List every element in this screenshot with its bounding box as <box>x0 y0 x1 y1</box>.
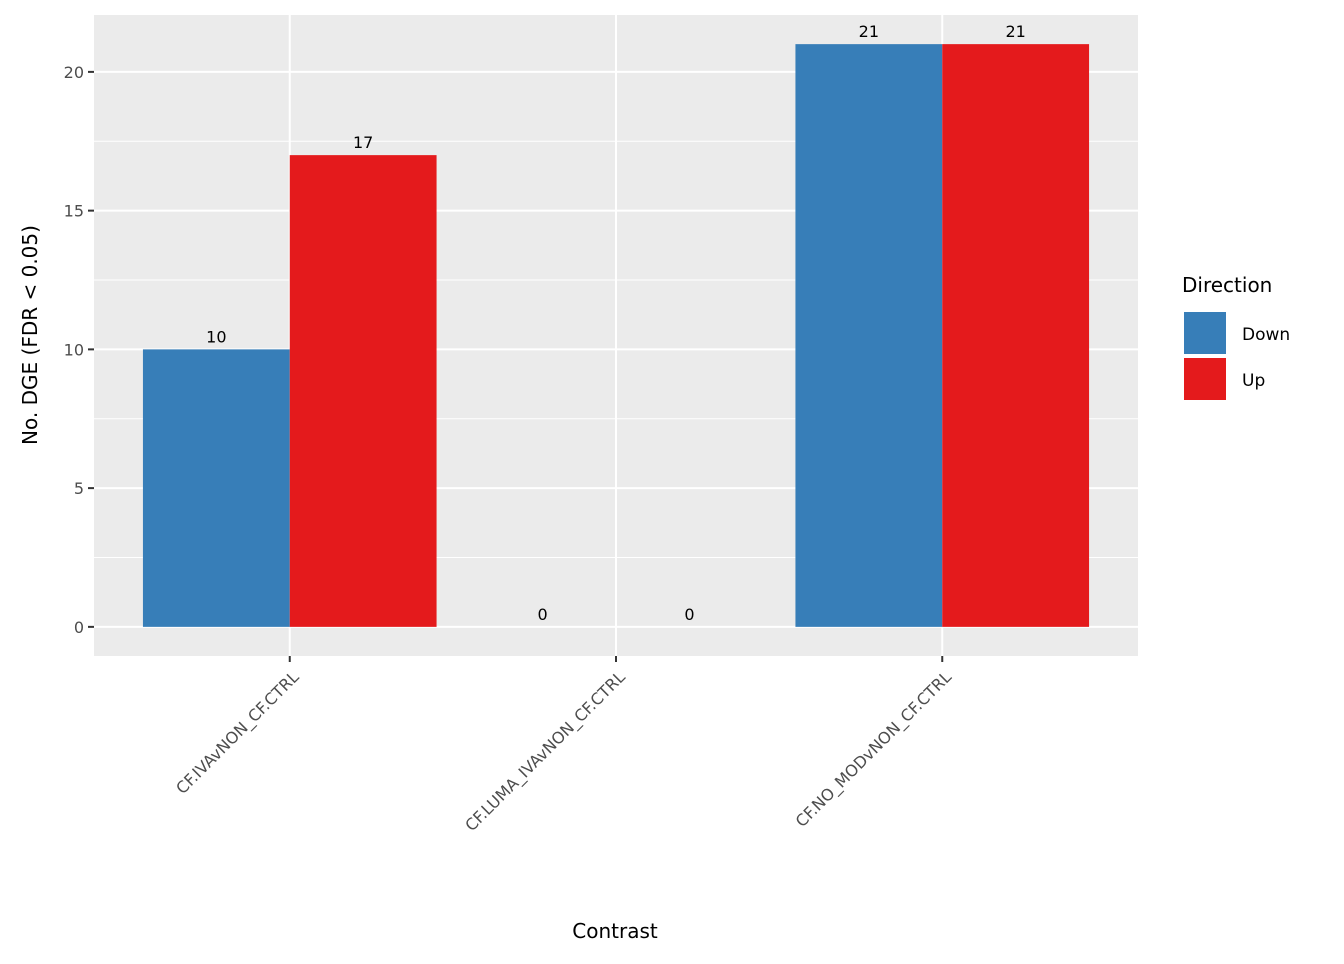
bar-up <box>942 44 1090 627</box>
data-label: 17 <box>353 133 373 152</box>
x-tick-label: CF.IVAvNON_CF.CTRL <box>172 667 303 798</box>
data-label: 10 <box>206 327 226 346</box>
data-label: 0 <box>538 605 548 624</box>
legend-label: Up <box>1242 371 1265 391</box>
bar-down <box>795 44 943 627</box>
data-label: 0 <box>684 605 694 624</box>
legend-key-up <box>1182 356 1228 402</box>
y-tick-label: 15 <box>64 202 84 221</box>
y-tick-label: 5 <box>74 479 84 498</box>
y-tick-label: 20 <box>64 63 84 82</box>
legend-label: Down <box>1242 325 1290 345</box>
x-axis-title: Contrast <box>572 919 658 943</box>
legend: Direction Down Up <box>1182 273 1290 402</box>
y-axis-title: No. DGE (FDR < 0.05) <box>18 225 42 445</box>
bar-down <box>142 349 290 627</box>
x-tick-label: CF.NO_MODvNON_CF.CTRL <box>792 667 956 831</box>
x-tick-label: CF.LUMA_IVAvNON_CF.CTRL <box>461 667 629 835</box>
y-tick-label: 10 <box>64 340 84 359</box>
bar-up <box>289 155 437 627</box>
data-label: 21 <box>1005 22 1025 41</box>
legend-key-down <box>1182 310 1228 356</box>
legend-title: Direction <box>1182 273 1272 297</box>
data-label: 21 <box>859 22 879 41</box>
y-tick-label: 0 <box>74 618 84 637</box>
